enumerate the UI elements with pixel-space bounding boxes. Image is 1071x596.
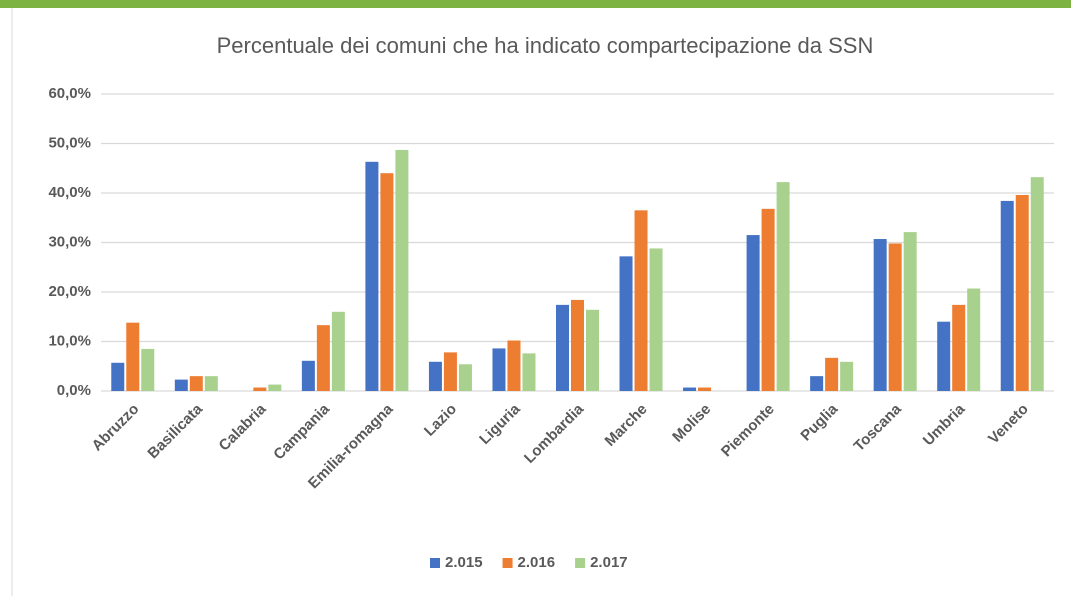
bar <box>903 232 917 391</box>
legend-label: 2.015 <box>445 554 483 571</box>
x-tick-label: Umbria <box>920 400 969 449</box>
x-tick-label: Puglia <box>797 400 841 444</box>
bar <box>458 364 472 391</box>
x-tick-label: Molise <box>669 401 714 446</box>
y-tick-label: 20,0% <box>48 283 91 300</box>
legend-label: 2.016 <box>518 554 556 571</box>
bar <box>810 376 824 391</box>
bar <box>698 387 712 391</box>
bar <box>840 361 854 391</box>
bar <box>761 208 775 391</box>
x-tick-label: Basilicata <box>144 400 206 462</box>
bar <box>1015 194 1029 391</box>
x-tick-label: Liguria <box>476 400 524 448</box>
top-stripe <box>0 0 1071 8</box>
bar <box>825 357 839 391</box>
bar <box>873 239 887 391</box>
bar <box>649 248 663 391</box>
bar <box>586 309 599 391</box>
bar <box>428 361 442 391</box>
x-tick-label: Marche <box>602 401 651 450</box>
bar <box>937 321 951 391</box>
bar <box>111 362 125 391</box>
bar <box>204 376 218 391</box>
bar <box>331 311 345 391</box>
bar <box>126 322 140 391</box>
y-tick-label: 0,0% <box>57 382 91 399</box>
bar <box>952 304 966 391</box>
y-tick-label: 40,0% <box>48 184 91 201</box>
bar <box>174 379 188 391</box>
x-tick-label: Lazio <box>421 401 460 440</box>
x-tick-label: Campania <box>270 400 333 463</box>
bar <box>395 149 409 391</box>
bar <box>683 387 697 391</box>
bar <box>1000 200 1014 391</box>
chart-title: Percentuale dei comuni che ha indicato c… <box>217 33 874 58</box>
bar <box>189 376 203 391</box>
bar <box>634 210 648 391</box>
x-tick-label: Piemonte <box>718 401 778 461</box>
x-tick-label: Veneto <box>985 401 1032 448</box>
x-tick-label: Toscana <box>851 400 906 455</box>
bar <box>967 288 981 391</box>
bar <box>301 360 315 391</box>
bar <box>443 352 457 391</box>
legend-label: 2.017 <box>590 554 628 571</box>
x-tick-label: Calabria <box>216 400 270 454</box>
bar <box>492 348 506 391</box>
legend-swatch <box>430 558 440 568</box>
bar <box>253 387 267 391</box>
y-tick-label: 10,0% <box>48 332 91 349</box>
y-tick-label: 50,0% <box>48 134 91 151</box>
bar <box>1030 177 1044 391</box>
bar <box>141 348 155 391</box>
x-tick-label: Lombardia <box>521 400 588 467</box>
bar <box>507 340 521 391</box>
x-tick-label: Abruzzo <box>89 401 143 455</box>
legend-swatch <box>502 558 513 568</box>
bar <box>316 325 330 391</box>
bar <box>571 299 584 391</box>
bar <box>522 353 536 391</box>
bar <box>746 235 760 391</box>
bar <box>556 304 569 391</box>
bar <box>619 256 633 391</box>
y-tick-label: 60,0% <box>48 85 91 102</box>
bar <box>776 182 790 391</box>
legend-swatch <box>575 558 586 568</box>
bar <box>888 243 902 391</box>
y-tick-label: 30,0% <box>48 233 91 250</box>
bar <box>365 161 379 391</box>
bar <box>380 173 394 391</box>
bar <box>268 384 282 391</box>
